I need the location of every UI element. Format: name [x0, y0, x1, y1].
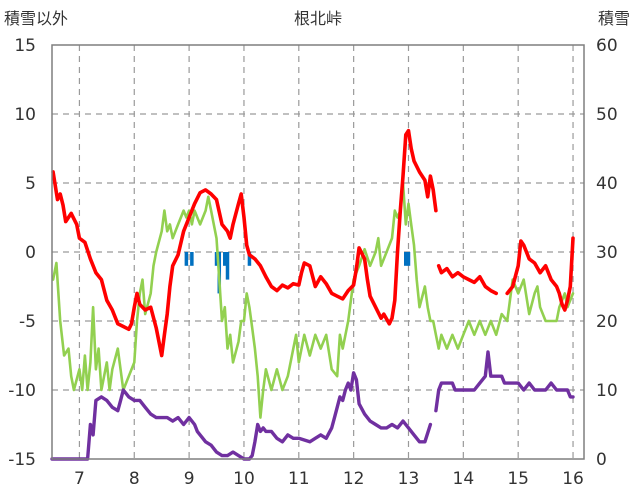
bar: [185, 252, 189, 266]
right-tick-label: 10: [596, 381, 618, 401]
right-tick-label: 50: [596, 105, 618, 125]
right-tick-label: 30: [596, 243, 618, 263]
bar: [190, 252, 194, 266]
left-tick-label: -5: [19, 312, 36, 332]
x-tick-label: 8: [129, 469, 140, 489]
x-tick-label: 15: [507, 469, 529, 489]
purple-series-line: [436, 352, 573, 411]
left-tick-label: 5: [25, 174, 36, 194]
green-series-line: [53, 183, 573, 418]
bar: [407, 252, 411, 266]
series-layer: [52, 131, 573, 459]
x-tick-label: 12: [343, 469, 365, 489]
right-axis-title: 積雪: [598, 9, 630, 28]
bar: [226, 252, 230, 280]
right-tick-label: 0: [596, 450, 607, 470]
x-tick-label: 10: [233, 469, 255, 489]
x-tick-label: 9: [184, 469, 195, 489]
left-tick-label: -15: [8, 450, 36, 470]
x-tick-label: 11: [288, 469, 310, 489]
x-tick-label: 14: [453, 469, 475, 489]
x-tick-label: 13: [398, 469, 420, 489]
left-tick-label: -10: [8, 381, 36, 401]
right-tick-label: 20: [596, 312, 618, 332]
left-tick-label: 15: [14, 36, 36, 56]
left-axis-title: 積雪以外: [4, 9, 68, 28]
left-axis-ticks: 15 10 5 0 -5 -10 -15: [8, 36, 36, 470]
red-series-line: [439, 266, 497, 294]
x-axis-ticks: 7 8 9 10 11 12 13 14 15 16: [74, 469, 584, 489]
right-axis-ticks: 60 50 40 30 20 10 0: [596, 36, 618, 470]
chart-title: 根北峠: [294, 9, 342, 28]
right-tick-label: 60: [596, 36, 618, 56]
x-tick-label: 7: [74, 469, 85, 489]
left-tick-label: 0: [25, 243, 36, 263]
left-tick-label: 10: [14, 105, 36, 125]
right-tick-label: 40: [596, 174, 618, 194]
x-tick-label: 16: [562, 469, 584, 489]
